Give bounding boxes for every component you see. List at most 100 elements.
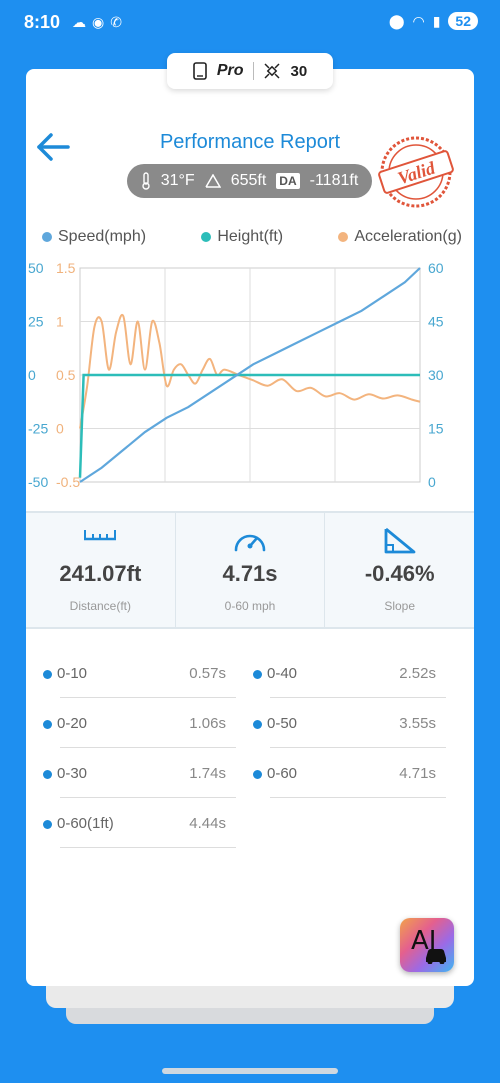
split-time: 1.06s — [189, 715, 226, 732]
stat-zero-to-sixty: 4.71s 0-60 mph — [176, 513, 326, 627]
pro-label: Pro — [216, 62, 244, 79]
ai-assistant-button[interactable]: AI — [400, 918, 454, 972]
list-item: 0-10 0.57s — [26, 650, 236, 700]
tick-label: 25 — [28, 314, 44, 330]
performance-chart: 50 25 0 -25 -50 1.5 1 0.5 0 -0.5 60 45 30 15 0 — [28, 260, 444, 490]
split-name: 0-40 — [267, 665, 298, 682]
ruler-icon — [84, 530, 117, 541]
list-item: 0-40 2.52s — [236, 650, 446, 700]
bullet — [43, 820, 52, 829]
mountain-icon — [205, 174, 221, 188]
legend-dot — [42, 232, 52, 242]
messenger-icon: ✆ — [110, 14, 122, 30]
da-badge: DA — [276, 173, 300, 189]
phone-icon — [193, 62, 207, 80]
series-line-acceleration — [79, 313, 421, 429]
stat-slope: -0.46% Slope — [325, 513, 474, 627]
chart-legend: Speed(mph) Height(ft) Acceleration(g) — [42, 228, 462, 246]
tick-label: -0.5 — [56, 474, 80, 490]
divider — [60, 797, 236, 798]
legend-label: Speed(mph) — [58, 228, 147, 245]
bullet — [43, 670, 52, 679]
split-name: 0-20 — [57, 715, 88, 732]
legend-label: Acceleration(g) — [354, 228, 462, 245]
divider — [270, 797, 446, 798]
stat-label: Distance(ft) — [69, 599, 132, 613]
legend-height: Height(ft) — [201, 228, 283, 246]
legend-label: Height(ft) — [217, 228, 284, 245]
page-title: Performance Report — [159, 131, 341, 153]
stat-value: -0.46% — [364, 561, 435, 586]
cloud-icon: ☁ — [72, 14, 86, 30]
divider — [253, 62, 255, 80]
split-name: 0-10 — [57, 665, 88, 682]
divider — [270, 697, 446, 698]
car-icon — [426, 949, 446, 964]
legend-speed: Speed(mph) — [42, 228, 146, 246]
stat-label: Slope — [384, 599, 416, 613]
signal-icon: ▮ — [432, 12, 441, 29]
divider — [60, 697, 236, 698]
satellite-count: 30 — [290, 62, 308, 80]
series-line-speed — [79, 267, 421, 483]
chrome-icon: ◉ — [92, 14, 105, 30]
tick-label: 0.5 — [56, 367, 76, 383]
tick-label: 0 — [56, 421, 64, 437]
pro-status-pill[interactable]: Pro 30 — [167, 53, 333, 89]
stat-label: 0-60 mph — [224, 599, 276, 613]
split-name: 0-30 — [57, 765, 88, 782]
elevation-value: 655ft — [230, 172, 267, 189]
density-altitude-value: -1181ft — [309, 172, 359, 189]
tick-label: 0 — [28, 367, 36, 383]
divider — [60, 847, 236, 848]
tick-label: 1.5 — [56, 260, 76, 276]
bullet — [253, 770, 262, 779]
location-icon: ⬤ — [388, 12, 405, 29]
tick-label: -50 — [28, 474, 48, 490]
series-line-height — [78, 373, 420, 478]
split-name: 0-60 — [267, 765, 298, 782]
tick-label: 60 — [428, 260, 444, 276]
wifi-icon: ◠ — [412, 12, 425, 29]
slope-icon — [384, 527, 416, 554]
split-name: 0-50 — [267, 715, 298, 732]
tick-label: -25 — [28, 421, 48, 437]
stat-value: 241.07ft — [59, 561, 142, 586]
tick-label: 1 — [56, 314, 64, 330]
tick-label: 50 — [28, 260, 44, 276]
split-time: 0.57s — [189, 665, 226, 682]
temperature-value: 31°F — [160, 172, 195, 189]
battery-indicator: 52 — [448, 12, 478, 30]
back-arrow-icon[interactable] — [36, 133, 70, 161]
list-item: 0-50 3.55s — [236, 700, 446, 750]
legend-dot — [201, 232, 212, 242]
split-name: 0-60(1ft) — [57, 815, 114, 832]
status-bar: 8:10 ☁ ◉ ✆ ⬤ ◠ ▮ 52 — [0, 0, 500, 44]
list-item: 0-20 1.06s — [26, 700, 236, 750]
clock: 8:10 — [24, 12, 61, 32]
split-time: 3.55s — [399, 715, 436, 732]
divider — [270, 747, 446, 748]
tick-label: 45 — [428, 314, 444, 330]
list-item: 0-60 4.71s — [236, 750, 446, 800]
thermometer-icon — [142, 172, 150, 190]
tick-label: 15 — [428, 421, 444, 437]
bullet — [253, 670, 262, 679]
split-time: 2.52s — [399, 665, 436, 682]
divider — [60, 747, 236, 748]
satellite-icon — [264, 63, 281, 79]
bullet — [43, 720, 52, 729]
valid-stamp-icon: Valid — [378, 136, 454, 208]
split-time: 4.44s — [189, 815, 226, 832]
legend-acceleration: Acceleration(g) — [338, 228, 462, 246]
home-indicator[interactable] — [162, 1068, 338, 1074]
list-item: 0-30 1.74s — [26, 750, 236, 800]
legend-dot — [338, 232, 349, 242]
stacked-card-middle — [46, 984, 454, 1008]
tick-label: 0 — [428, 474, 436, 490]
speedometer-icon — [234, 534, 266, 552]
stat-distance: 241.07ft Distance(ft) — [26, 513, 176, 627]
tick-label: 30 — [428, 367, 444, 383]
stats-panel: 241.07ft Distance(ft) 4.71s 0-60 mph -0.… — [26, 511, 474, 629]
stat-value: 4.71s — [222, 561, 278, 586]
